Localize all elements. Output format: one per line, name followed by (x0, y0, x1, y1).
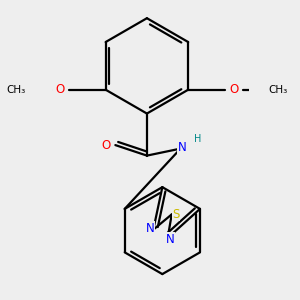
Text: O: O (102, 139, 111, 152)
Text: N: N (178, 141, 186, 154)
Text: O: O (229, 83, 239, 96)
Text: S: S (172, 208, 180, 221)
Text: N: N (146, 222, 155, 235)
Text: H: H (194, 134, 201, 144)
Text: CH₃: CH₃ (268, 85, 287, 95)
Text: O: O (56, 83, 65, 96)
Text: N: N (166, 233, 175, 246)
Text: CH₃: CH₃ (7, 85, 26, 95)
